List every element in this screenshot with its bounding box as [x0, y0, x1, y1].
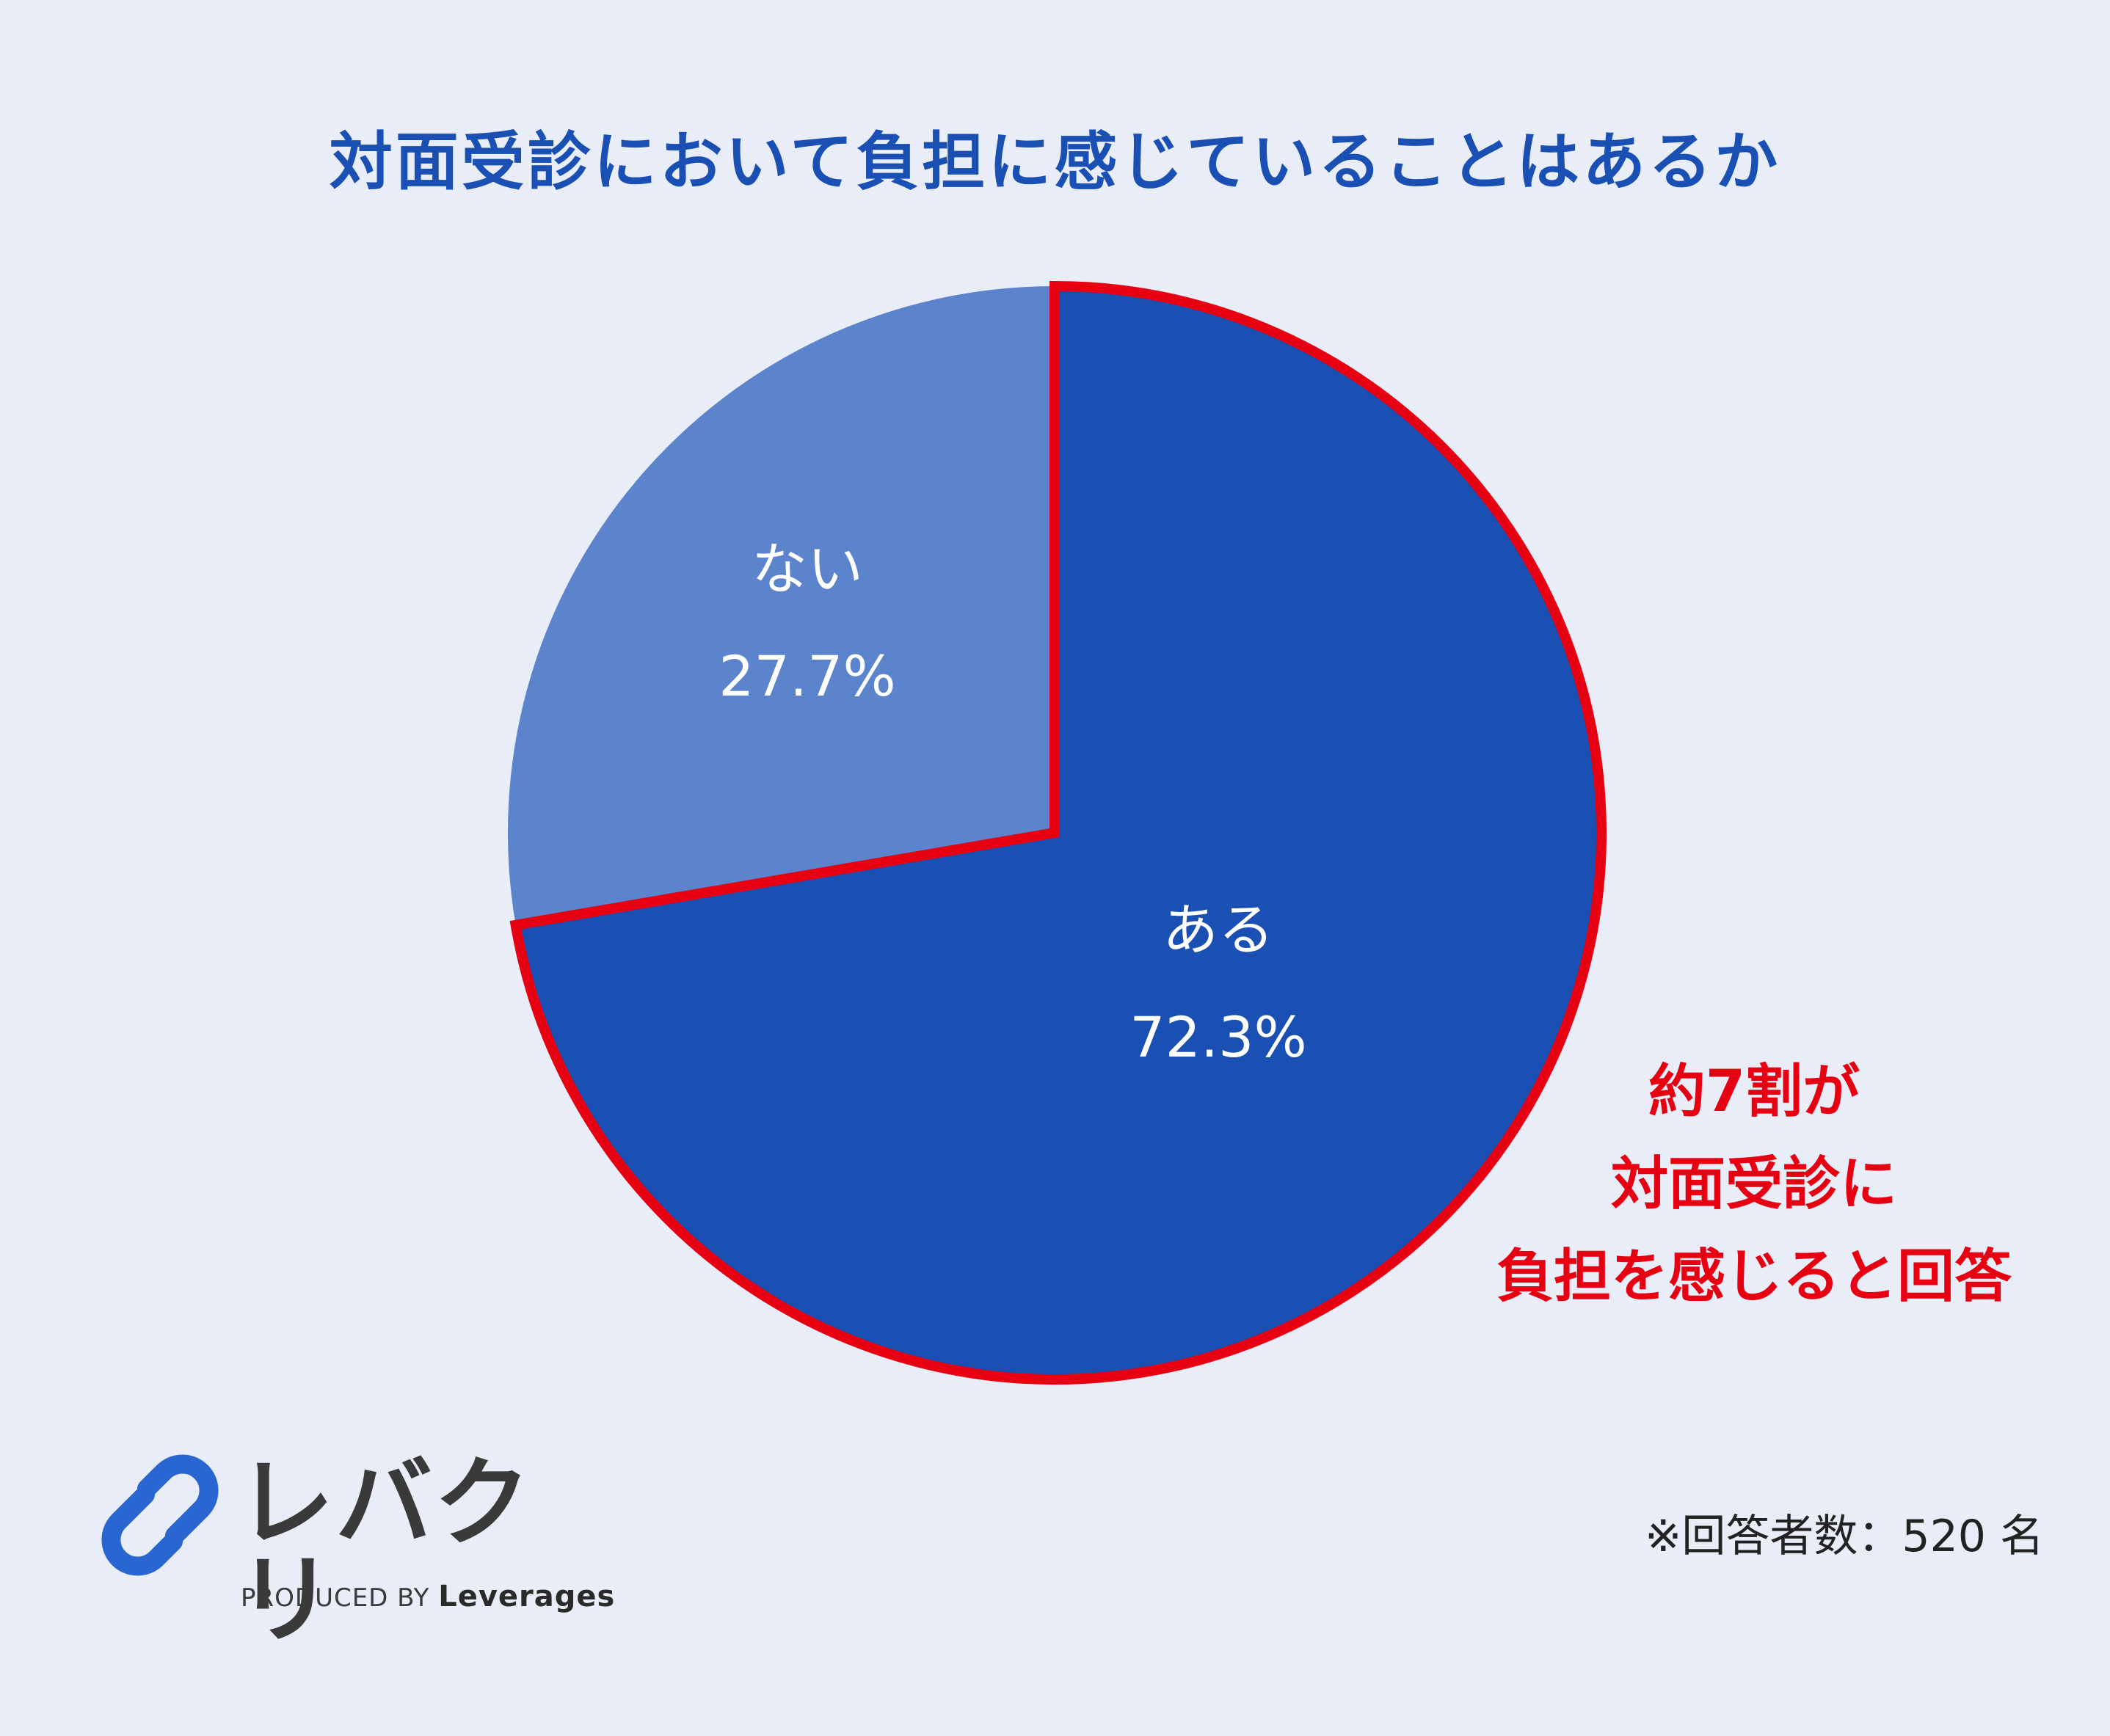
highlight-callout: 約7割が 対面受診に 負担を感じると回答 — [1424, 1046, 2084, 1323]
respondent-count-note: ※回答者数：520 名 — [1645, 1511, 2044, 1562]
slice-label-aru: ある 72.3% — [1064, 902, 1372, 1065]
chain-link-icon — [101, 1454, 219, 1576]
callout-line-3: 負担を感じると回答 — [1496, 1244, 2012, 1310]
slice-category-nai: ない — [752, 536, 863, 602]
pie-slice-aru — [509, 280, 1607, 1385]
pie-slices — [508, 280, 1607, 1385]
slice-label-nai: ない 27.7% — [653, 541, 961, 704]
callout-line-1: 約7割が — [1648, 1059, 1860, 1125]
pie-slice-nai — [508, 286, 1055, 925]
company-name: Leverages — [438, 1580, 616, 1613]
chart-title: 対面受診において負担に感じていることはあるか — [329, 125, 1781, 199]
produced-by-text: PRODUCED BY — [241, 1583, 430, 1613]
callout-line-2: 対面受診に — [1610, 1151, 1897, 1217]
slice-percent-nai: 27.7% — [719, 643, 896, 709]
slice-category-aru: ある — [1163, 897, 1274, 963]
brand-logo: レバクリ PRODUCED BY Leverages — [94, 1449, 614, 1649]
logo-produced-by: PRODUCED BY Leverages — [241, 1580, 615, 1613]
logo-wordmark: レバクリ — [237, 1447, 532, 1657]
slice-percent-aru: 72.3% — [1129, 1004, 1307, 1070]
